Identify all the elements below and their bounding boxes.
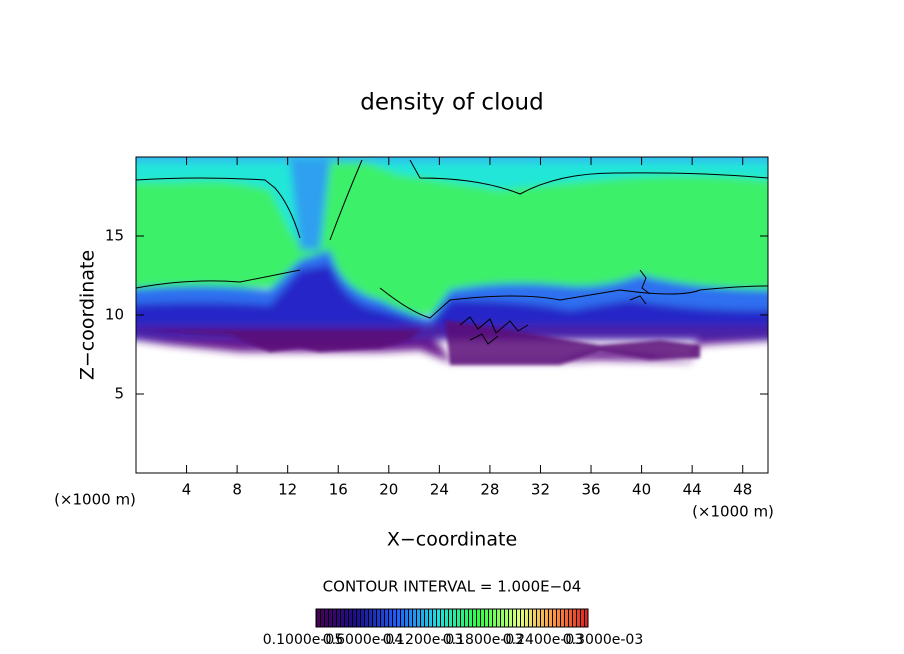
colorbar-label: 0.3000e-03 — [563, 632, 643, 648]
x-tick-label: 24 — [430, 481, 449, 499]
colorbar-frame — [315, 608, 589, 628]
x-tick-label: 20 — [379, 481, 398, 499]
x-tick-label: 12 — [278, 481, 297, 499]
colorbar-label: 0.1000e-05 — [263, 632, 343, 648]
colorbar-label: 0.1800e-03 — [443, 632, 523, 648]
x-tick-label: 48 — [733, 481, 752, 499]
colorbar-label: 0.1200e-03 — [383, 632, 463, 648]
x-tick-label: 8 — [232, 481, 242, 499]
x-tick-label: 4 — [182, 481, 192, 499]
x-tick-label: 40 — [632, 481, 651, 499]
x-unit-label-right: (×1000 m) — [692, 503, 774, 521]
x-unit-label: (×1000 m) — [54, 491, 136, 509]
y-axis-title: Z−coordinate — [77, 250, 99, 380]
y-tick-label: 10 — [105, 306, 124, 324]
x-axis-title: X−coordinate — [387, 529, 517, 551]
x-tick-label: 44 — [683, 481, 702, 499]
contour-interval: CONTOUR INTERVAL = 1.000E−04 — [323, 578, 582, 596]
colorbar-label: 0.6000e-04 — [323, 632, 404, 648]
x-tick-label: 36 — [581, 481, 600, 499]
x-tick-label: 28 — [480, 481, 499, 499]
contour-field — [136, 157, 768, 473]
x-tick-label: 16 — [329, 481, 348, 499]
y-tick-label: 5 — [114, 385, 124, 403]
x-tick-label: 32 — [531, 481, 550, 499]
y-tick-label: 15 — [105, 227, 124, 245]
colorbar-label: 0.2400e-03 — [503, 632, 583, 648]
chart-title: density of cloud — [360, 90, 543, 116]
